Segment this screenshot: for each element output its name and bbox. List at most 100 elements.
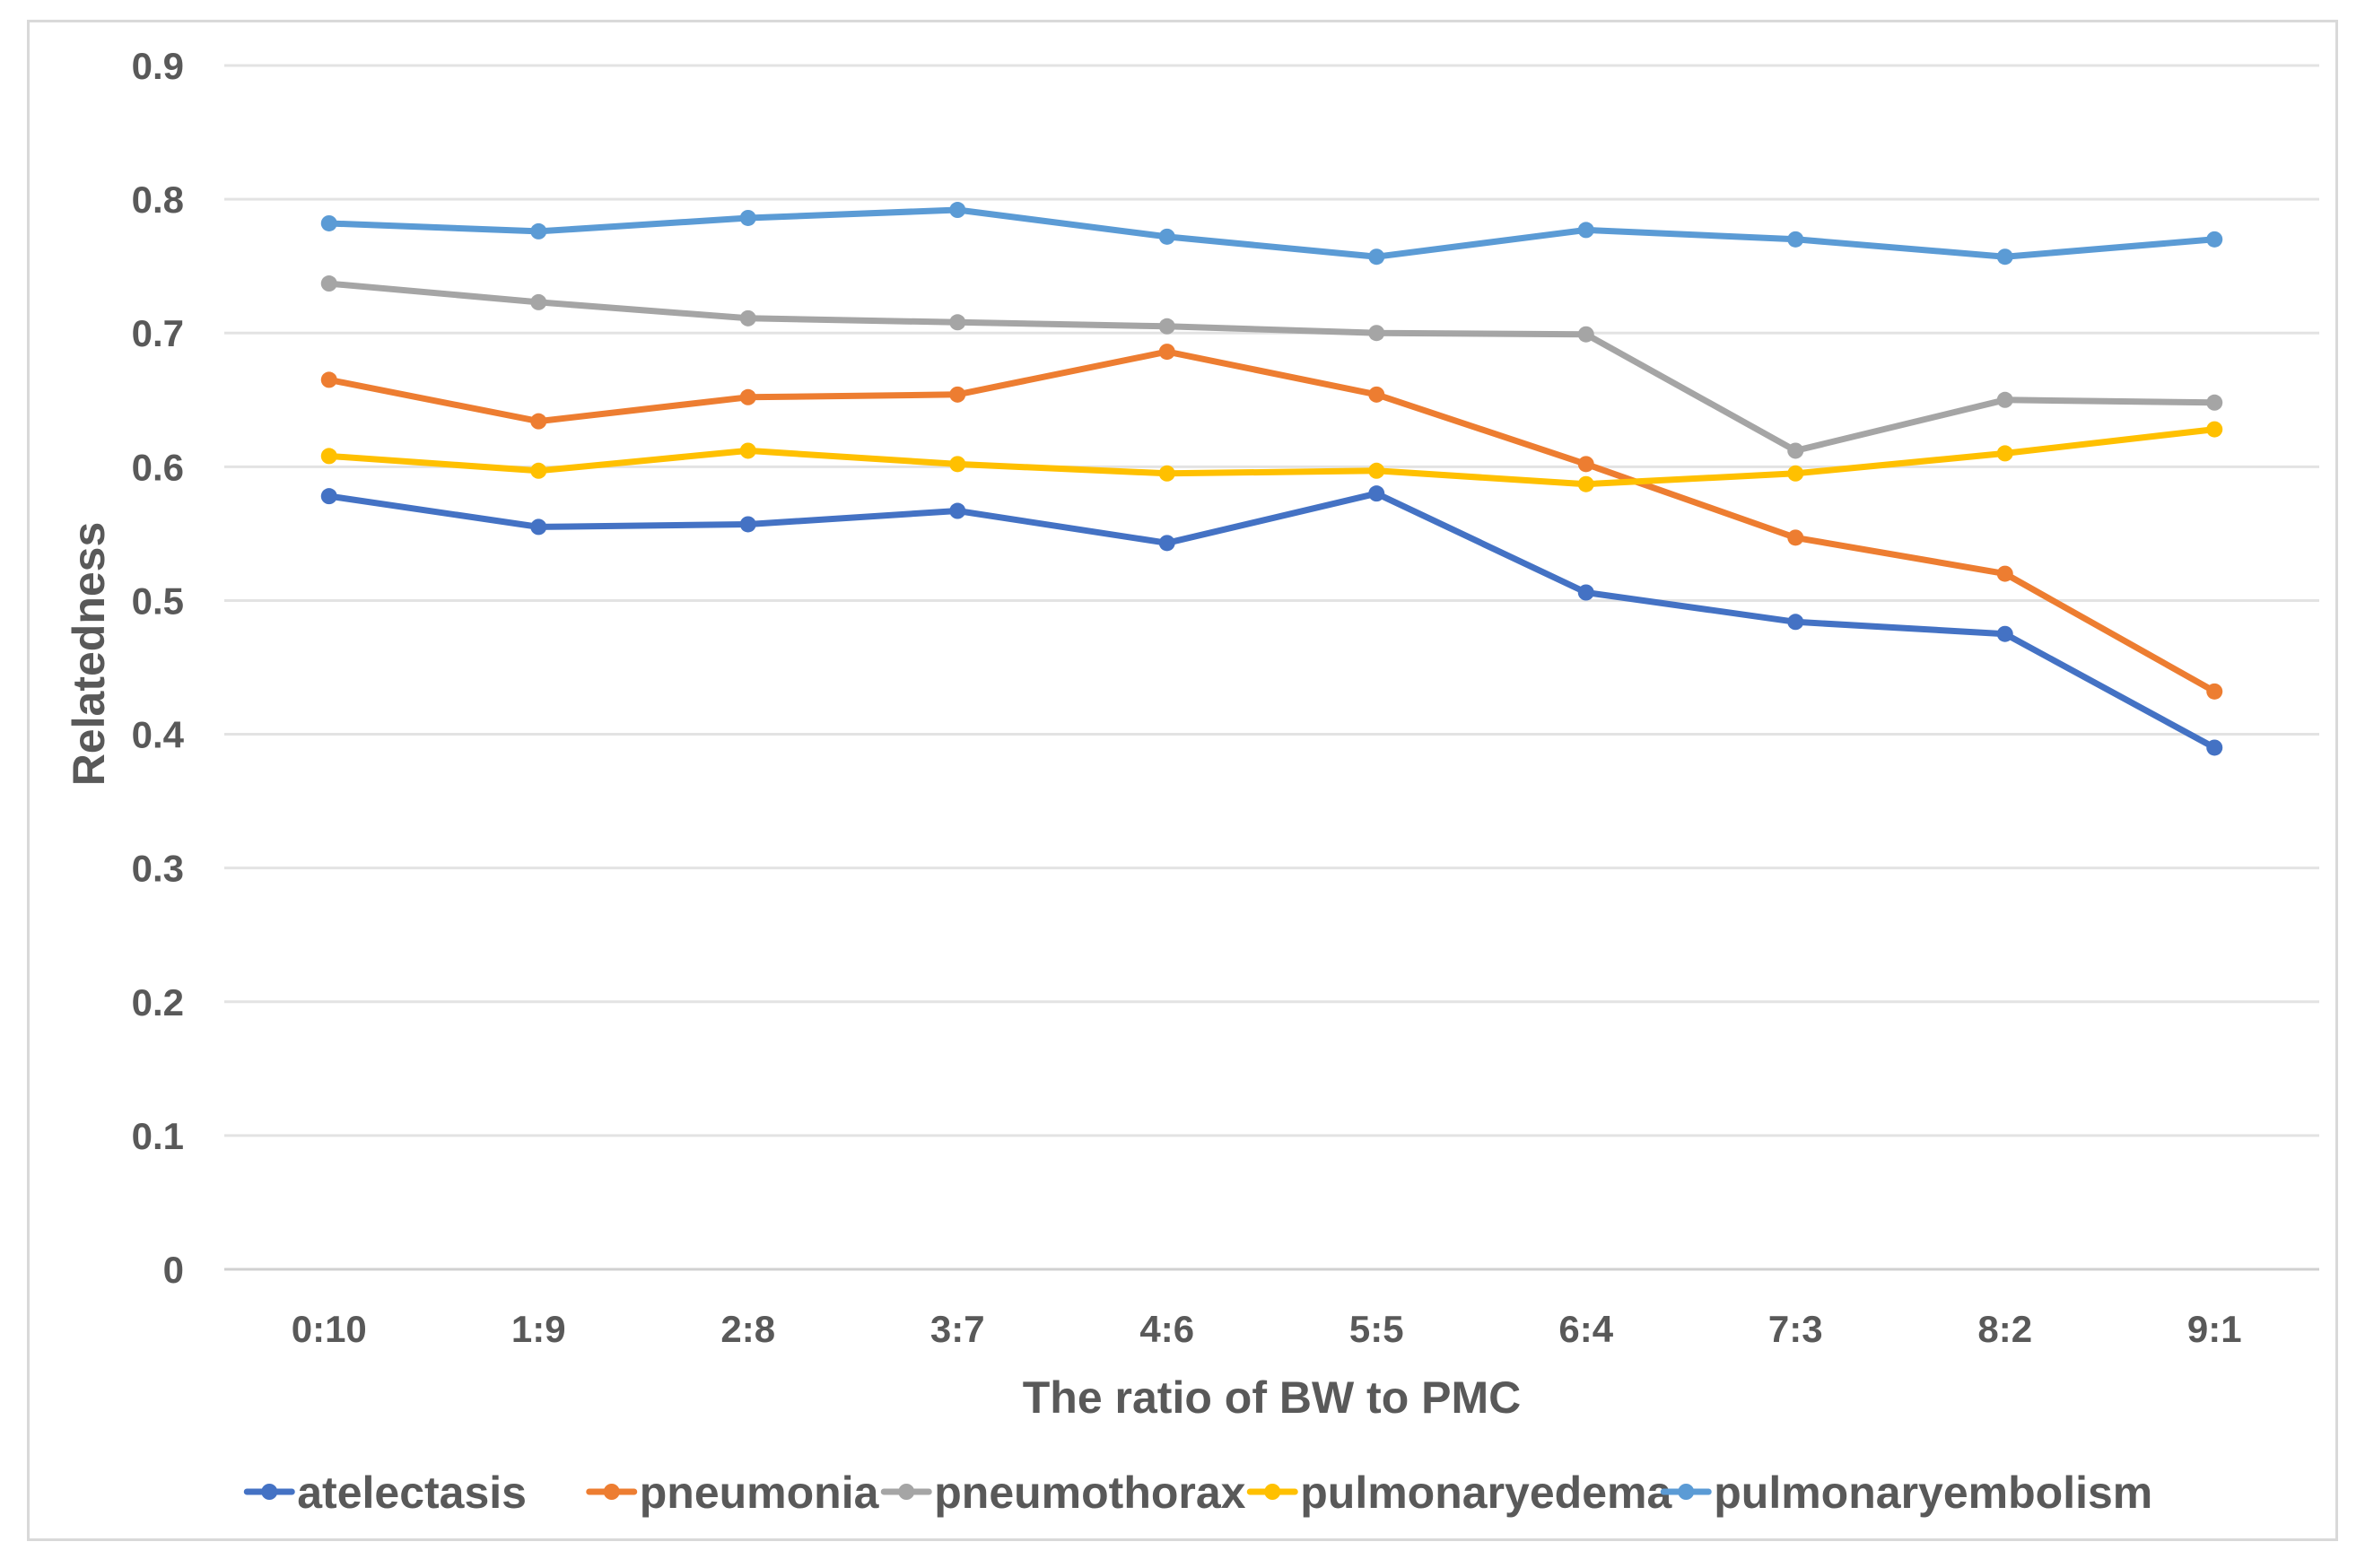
legend-label: pulmonaryedema [1300, 1468, 1672, 1518]
y-axis-title: Relatedness [64, 522, 114, 787]
y-tick-label: 0.8 [132, 179, 184, 221]
x-axis-ticks: 0:10 1:9 2:8 3:7 4:6 5:5 6:4 7:3 8:2 9:1 [292, 1308, 2242, 1350]
data-point-pneumothorax [2206, 394, 2223, 411]
x-tick-label: 1:9 [511, 1308, 566, 1350]
data-point-pneumothorax [1787, 442, 1804, 459]
legend-item-pneumonia: pneumonia [586, 1468, 880, 1518]
legend-label: pulmonaryembolism [1714, 1468, 2152, 1518]
y-axis-ticks: 0 0.1 0.2 0.3 0.4 0.5 0.6 0.7 0.8 0.9 [132, 45, 185, 1291]
data-point-pneumonia [530, 413, 547, 430]
legend-item-pneumothorax: pneumothorax [880, 1468, 1246, 1518]
data-point-pulmonaryembolism [1577, 222, 1594, 239]
data-point-pulmonaryembolism [949, 202, 966, 219]
data-point-atelectasis [1577, 584, 1594, 601]
legend-item-pulmonaryedema: pulmonaryedema [1246, 1468, 1672, 1518]
data-point-atelectasis [320, 488, 337, 505]
data-point-pulmonaryembolism [1996, 248, 2013, 266]
chart-frame [27, 20, 2338, 1541]
legend-label: pneumonia [640, 1468, 880, 1518]
y-tick-label: 0.3 [132, 848, 184, 890]
x-tick-label: 5:5 [1349, 1308, 1404, 1350]
x-tick-label: 3:7 [930, 1308, 985, 1350]
legend: atelectasis pneumonia pneumothorax pulmonar… [243, 1468, 2152, 1518]
legend-marker [898, 1484, 915, 1500]
y-tick-label: 0 [163, 1249, 184, 1291]
legend-marker [261, 1484, 278, 1500]
x-tick-label: 0:10 [292, 1308, 367, 1350]
data-point-pneumothorax [1577, 326, 1594, 343]
x-tick-label: 6:4 [1558, 1308, 1613, 1350]
data-point-pulmonaryedema [1577, 475, 1594, 492]
data-point-pulmonaryedema [320, 448, 337, 465]
series-lines [326, 206, 2218, 751]
data-point-atelectasis [1368, 485, 1385, 502]
x-tick-label: 2:8 [720, 1308, 775, 1350]
series-line-pulmonaryedema [326, 426, 2218, 488]
data-point-pulmonaryedema [739, 442, 756, 459]
y-tick-label: 0.7 [132, 312, 184, 354]
data-point-pneumothorax [530, 293, 547, 310]
data-point-atelectasis [1158, 535, 1175, 552]
data-point-atelectasis [949, 502, 966, 519]
data-point-pulmonaryedema [1996, 445, 2013, 462]
data-point-pneumonia [739, 388, 756, 405]
data-point-pulmonaryedema [1368, 462, 1385, 479]
x-tick-label: 4:6 [1139, 1308, 1194, 1350]
data-point-atelectasis [1996, 625, 2013, 642]
legend-marker [603, 1484, 620, 1500]
series-line-pneumothorax [326, 280, 2218, 454]
data-point-pulmonaryedema [530, 462, 547, 479]
x-axis-title: The ratio of BW to PMC [1023, 1372, 1522, 1423]
y-tick-label: 0.1 [132, 1115, 184, 1157]
data-point-pneumonia [1787, 529, 1804, 546]
data-point-pulmonaryedema [1158, 465, 1175, 482]
y-tick-label: 0.6 [132, 446, 184, 488]
series-line-atelectasis [326, 490, 2218, 751]
legend-label: pneumothorax [934, 1468, 1245, 1518]
data-point-pulmonaryembolism [320, 214, 337, 231]
data-point-pneumonia [1158, 344, 1175, 361]
data-point-atelectasis [1787, 614, 1804, 631]
y-tick-label: 0.4 [132, 714, 185, 756]
data-point-pulmonaryembolism [1368, 248, 1385, 266]
y-tick-label: 0.9 [132, 45, 184, 87]
x-tick-label: 7:3 [1768, 1308, 1823, 1350]
data-point-atelectasis [2206, 739, 2223, 756]
data-point-pneumonia [2206, 683, 2223, 700]
series-line-pulmonaryembolism [326, 206, 2218, 260]
data-point-pulmonaryedema [2206, 421, 2223, 438]
y-tick-label: 0.5 [132, 579, 184, 622]
data-point-pneumothorax [739, 309, 756, 327]
y-tick-label: 0.2 [132, 981, 184, 1024]
gridlines [224, 64, 2319, 1271]
data-point-pulmonaryembolism [2206, 231, 2223, 248]
data-point-pneumothorax [1158, 318, 1175, 335]
data-point-pneumonia [1996, 565, 2013, 582]
data-point-pneumothorax [1996, 391, 2013, 408]
data-point-atelectasis [739, 516, 756, 533]
legend-item-pulmonaryembolism: pulmonaryembolism [1660, 1468, 2152, 1518]
data-point-pneumonia [949, 386, 966, 403]
data-point-pneumonia [1368, 386, 1385, 403]
data-point-pneumonia [1577, 456, 1594, 473]
x-tick-label: 8:2 [1977, 1308, 2032, 1350]
legend-label: atelectasis [297, 1468, 527, 1518]
series-line-pneumonia [326, 348, 2218, 695]
data-point-pulmonaryedema [1787, 465, 1804, 482]
data-point-pulmonaryembolism [1787, 231, 1804, 248]
data-point-pneumothorax [949, 314, 966, 331]
legend-item-atelectasis: atelectasis [243, 1468, 527, 1518]
x-tick-label: 9:1 [2187, 1308, 2242, 1350]
data-point-pulmonaryembolism [739, 209, 756, 226]
data-point-pulmonaryedema [949, 456, 966, 473]
data-point-pneumothorax [320, 275, 337, 292]
data-point-atelectasis [530, 518, 547, 536]
data-point-pneumothorax [1368, 325, 1385, 342]
data-point-pulmonaryembolism [530, 222, 547, 240]
data-point-pulmonaryembolism [1158, 228, 1175, 245]
data-point-pneumonia [320, 371, 337, 388]
series-points [320, 202, 2223, 756]
legend-marker [1678, 1484, 1695, 1500]
legend-marker [1264, 1484, 1281, 1500]
